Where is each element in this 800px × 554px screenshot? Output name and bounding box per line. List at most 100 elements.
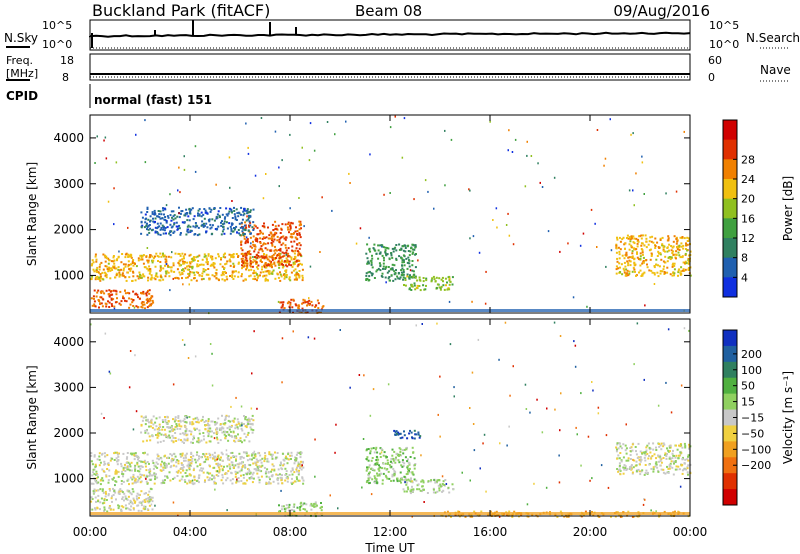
- heat-cell: [640, 252, 642, 254]
- heat-cell: [265, 262, 267, 264]
- heat-cell: [290, 241, 292, 243]
- heat-cell: [237, 426, 239, 428]
- heat-cell: [619, 465, 621, 467]
- heat-cell: [373, 247, 375, 249]
- heat-cell: [111, 497, 113, 499]
- heat-cell: [267, 249, 269, 251]
- heat-cell: [249, 224, 251, 226]
- heat-cell: [281, 263, 283, 265]
- heat-cell: [227, 457, 229, 459]
- heat-cell: [410, 489, 412, 491]
- heat-cell: [232, 223, 234, 225]
- heat-cell: [619, 267, 621, 269]
- heat-cell: [405, 285, 407, 287]
- heat-cell: [110, 509, 112, 511]
- heat-cell: [236, 232, 238, 234]
- heat-cell: [427, 492, 429, 494]
- heat-cell: [236, 479, 238, 481]
- heat-cell: [151, 277, 153, 279]
- heat-cell: [216, 437, 218, 439]
- heat-cell: [548, 230, 550, 232]
- heat-cell: [302, 277, 304, 279]
- heat-cell: [616, 458, 618, 460]
- heat-cell: [629, 243, 631, 245]
- heat-cell: [146, 440, 148, 442]
- heat-cell: [385, 249, 387, 251]
- heat-cell: [110, 373, 112, 375]
- heat-cell: [313, 503, 315, 505]
- heat-cell: [137, 306, 139, 308]
- heat-cell: [100, 480, 102, 482]
- heat-cell: [485, 271, 487, 273]
- heat-cell: [148, 265, 150, 267]
- heat-cell: [413, 274, 415, 276]
- heat-cell: [188, 480, 190, 482]
- heat-cell: [678, 455, 680, 457]
- heat-cell: [162, 207, 164, 209]
- heat-cell: [233, 266, 235, 268]
- heat-cell: [297, 250, 299, 252]
- heat-cell: [414, 254, 416, 256]
- heat-cell: [224, 271, 226, 273]
- heat-cell: [397, 459, 399, 461]
- heat-cell: [378, 467, 380, 469]
- heat-cell: [257, 275, 259, 277]
- heat-cell: [203, 271, 205, 273]
- heat-cell: [259, 455, 261, 457]
- heat-cell: [580, 465, 582, 467]
- heat-cell: [637, 245, 639, 247]
- heat-cell: [154, 476, 156, 478]
- heat-cell: [442, 475, 444, 477]
- heat-cell: [371, 274, 373, 276]
- heat-cell: [285, 236, 287, 238]
- heat-cell: [381, 275, 383, 277]
- heat-cell: [240, 241, 242, 243]
- heat-cell: [242, 483, 244, 485]
- heat-cell: [275, 131, 277, 133]
- heat-cell: [214, 489, 216, 491]
- heat-cell: [415, 266, 417, 268]
- heat-cell: [377, 475, 379, 477]
- heat-cell: [272, 259, 274, 261]
- heat-cell: [413, 249, 415, 251]
- heat-cell: [122, 506, 124, 508]
- heat-cell: [193, 218, 195, 220]
- heat-cell: [382, 273, 384, 275]
- heat-cell: [272, 229, 274, 231]
- heat-cell: [138, 272, 140, 274]
- heat-cell: [159, 253, 161, 255]
- heat-cell: [95, 497, 97, 499]
- heat-cell: [385, 277, 387, 279]
- heat-cell: [675, 469, 677, 471]
- heat-cell: [661, 270, 663, 272]
- heat-cell: [642, 161, 644, 163]
- heat-cell: [668, 328, 670, 330]
- heat-cell: [272, 463, 274, 465]
- heat-cell: [209, 228, 211, 230]
- heat-cell: [149, 468, 151, 470]
- heat-cell: [217, 464, 219, 466]
- heat-cell: [230, 457, 232, 459]
- heat-cell: [611, 249, 613, 251]
- heat-cell: [241, 273, 243, 275]
- heat-cell: [207, 263, 209, 265]
- heat-cell: [630, 260, 632, 262]
- heat-cell: [242, 466, 244, 468]
- heat-cell: [142, 255, 144, 257]
- heat-cell: [261, 266, 263, 268]
- heat-cell: [441, 286, 443, 288]
- heat-cell: [420, 454, 422, 456]
- heat-cell: [189, 273, 191, 275]
- heat-cell: [404, 117, 406, 119]
- heat-cell: [306, 305, 308, 307]
- heat-cell: [125, 292, 127, 294]
- heat-cell: [168, 217, 170, 219]
- heat-cell: [508, 129, 510, 131]
- heat-cell: [642, 250, 644, 252]
- heat-cell: [675, 445, 677, 447]
- heat-cell: [676, 243, 678, 245]
- heat-cell: [633, 258, 635, 260]
- heat-cell: [221, 474, 223, 476]
- heat-cell: [395, 434, 397, 436]
- heat-cell: [296, 278, 298, 280]
